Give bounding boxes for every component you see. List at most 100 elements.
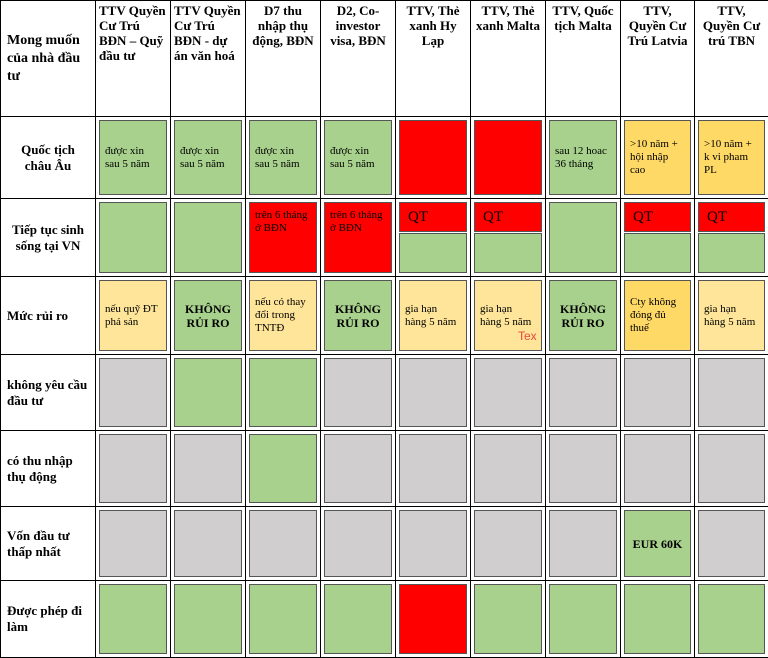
table-cell — [470, 506, 546, 581]
table-cell — [95, 430, 171, 507]
table-cell — [170, 580, 246, 658]
row-label-text: Vốn đầu tư thấp nhất — [7, 527, 70, 559]
column-header-text: TTV, Quyền Cư Trú Latvia — [627, 3, 688, 48]
column-header: TTV Quyền Cư Trú BĐN – Quỹ đầu tư — [95, 0, 171, 117]
stray-text-label: Tex — [518, 329, 537, 343]
cell-text: KHÔNG RỦI RO — [559, 301, 606, 330]
status-box-green: sau 12 hoac 36 tháng — [549, 120, 617, 195]
row-label: Tiếp tục sinh sống tại VN — [0, 198, 96, 277]
cell-text: EUR 60K — [632, 536, 683, 551]
status-box-gray — [399, 434, 467, 503]
table-cell — [245, 354, 321, 431]
table-cell — [470, 430, 546, 507]
status-box-green — [549, 584, 617, 654]
table-cell — [694, 580, 768, 658]
cell-text: trên 6 tháng ở BĐN — [330, 209, 383, 234]
table-cell: EUR 60K — [620, 506, 695, 581]
table-cell — [395, 430, 471, 507]
status-box-gray — [698, 358, 765, 427]
status-box-green: KHÔNG RỦI RO — [324, 280, 392, 351]
cell-text: >10 năm + hội nhập cao — [630, 138, 678, 176]
status-box-red: trên 6 tháng ở BĐN — [249, 202, 317, 273]
table-cell — [545, 430, 621, 507]
row-label-text: Được phép đi làm — [7, 603, 82, 634]
table-cell — [245, 580, 321, 658]
table-cell: gia hạn hàng 5 năm — [694, 276, 768, 355]
row-label: có thu nhập thụ động — [0, 430, 96, 507]
status-box-green — [249, 434, 317, 503]
table-cell: được xin sau 5 năm — [170, 116, 246, 199]
column-header: TTV Quyền Cư Trú BĐN - dự án văn hoá — [170, 0, 246, 117]
table-cell: được xin sau 5 năm — [95, 116, 171, 199]
cell-text: Cty không đóng đủ thuế — [630, 296, 677, 334]
status-box-yellow: gia hạn hàng 5 năm — [474, 280, 542, 351]
status-box-gray — [249, 510, 317, 577]
table-cell: gia hạn hàng 5 năm — [470, 276, 546, 355]
table-cell — [620, 430, 695, 507]
table-cell — [620, 354, 695, 431]
qt-label: QT — [408, 209, 428, 225]
status-box-green — [249, 358, 317, 427]
table-cell — [170, 354, 246, 431]
status-box-yellow: nếu có thay đổi trong TNTĐ — [249, 280, 317, 351]
table-cell: được xin sau 5 năm — [245, 116, 321, 199]
column-header-text: TTV Quyền Cư Trú BĐN – Quỹ đầu tư — [99, 3, 166, 63]
status-box-gray — [324, 434, 392, 503]
cell-text: gia hạn hàng 5 năm — [704, 302, 756, 328]
cell-text: sau 12 hoac 36 tháng — [555, 144, 607, 170]
status-box-green — [174, 358, 242, 427]
cell-text: gia hạn hàng 5 năm — [405, 302, 457, 328]
status-box-red — [399, 120, 467, 195]
table-cell — [95, 354, 171, 431]
status-box-yellow: gia hạn hàng 5 năm — [399, 280, 467, 351]
row-label-text: Tiếp tục sinh sống tại VN — [11, 221, 84, 253]
table-cell — [395, 580, 471, 658]
table-cell: >10 năm + k vi pham PL — [694, 116, 768, 199]
status-box-green — [624, 584, 691, 654]
status-box-green — [698, 584, 765, 654]
status-box-gray — [549, 510, 617, 577]
table-cell — [170, 506, 246, 581]
corner-header: Mong muốn của nhà đầu tư — [0, 0, 96, 117]
table-cell — [95, 198, 171, 277]
status-box-red — [399, 584, 467, 654]
cell-text: trên 6 tháng ở BĐN — [255, 209, 308, 234]
status-box-green — [324, 584, 392, 654]
row-label: Được phép đi làm — [0, 580, 96, 658]
table-cell — [320, 580, 396, 658]
status-box-yellow: nếu quỹ ĐT phá sản — [99, 280, 167, 351]
table-cell: nếu có thay đổi trong TNTĐ — [245, 276, 321, 355]
column-header: TTV, Quyền Cư trú TBN — [694, 0, 768, 117]
qt-label: QT — [483, 209, 503, 225]
status-box-gray — [99, 434, 167, 503]
row-label: Vốn đầu tư thấp nhất — [0, 506, 96, 581]
cell-text: gia hạn hàng 5 năm — [480, 302, 532, 328]
table-cell — [470, 580, 546, 658]
table-cell — [170, 430, 246, 507]
status-box-gray — [174, 510, 242, 577]
cell-text: được xin sau 5 năm — [330, 144, 375, 170]
status-box-green: được xin sau 5 năm — [249, 120, 317, 195]
status-box-gray — [698, 434, 765, 503]
status-box-green — [99, 584, 167, 654]
column-header: D2, Co-investor visa, BĐN — [320, 0, 396, 117]
table-cell: gia hạn hàng 5 năm — [395, 276, 471, 355]
table-cell — [694, 354, 768, 431]
status-box-red: trên 6 tháng ở BĐN — [324, 202, 392, 273]
status-box-green: được xin sau 5 năm — [174, 120, 242, 195]
table-cell — [320, 354, 396, 431]
table-cell: KHÔNG RỦI RO — [545, 276, 621, 355]
table-cell — [470, 354, 546, 431]
corner-header-text: Mong muốn của nhà đầu tư — [7, 32, 81, 84]
table-cell — [245, 430, 321, 507]
status-box-red: QT — [474, 202, 542, 232]
status-box-red: QT — [399, 202, 467, 232]
table-cell — [395, 116, 471, 199]
status-box-gold: Cty không đóng đủ thuế — [624, 280, 691, 351]
table-cell — [95, 506, 171, 581]
status-box-green — [624, 233, 691, 273]
status-box-gray — [399, 510, 467, 577]
cell-text: KHÔNG RỦI RO — [184, 301, 231, 330]
table-cell — [395, 506, 471, 581]
